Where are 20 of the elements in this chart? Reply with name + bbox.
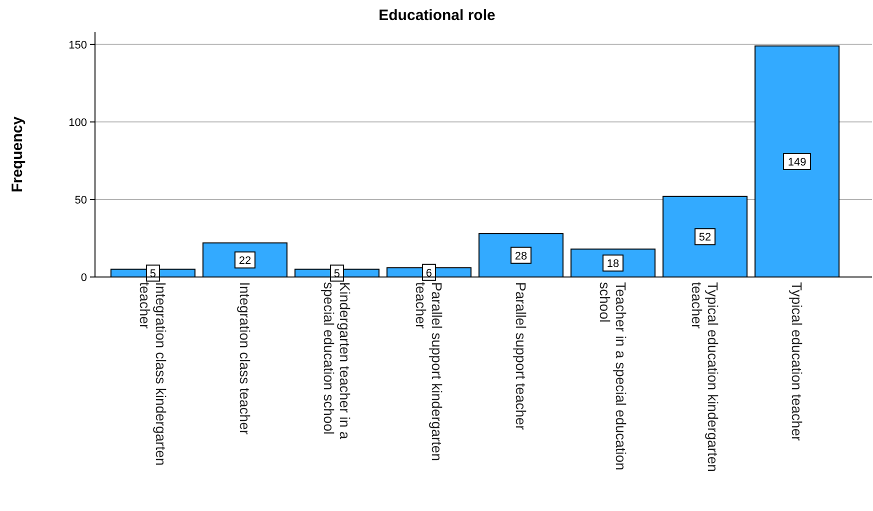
- x-tick-label: Parallel support kindergarten teacher: [412, 282, 445, 461]
- x-tick-label: Typical education teacher: [789, 282, 806, 442]
- data-label: 149: [788, 156, 806, 168]
- y-tick-label: 100: [68, 116, 87, 129]
- chart-title: Educational role: [378, 7, 496, 24]
- x-tick-label: Typical education kindergarten teacher: [689, 282, 722, 472]
- data-label: 22: [238, 254, 252, 267]
- data-label: 28: [514, 250, 528, 262]
- x-tick-label: Kindergarten teacher in a special education school: [320, 282, 353, 440]
- data-label: 52: [698, 232, 712, 244]
- x-tick-label: Parallel support teacher: [513, 282, 530, 430]
- x-tick-label: Integration class teacher: [236, 282, 253, 435]
- x-tick-label: Teacher in a special education school: [597, 282, 630, 470]
- y-tick-label: 0: [80, 272, 87, 284]
- y-tick-label: 50: [74, 194, 87, 206]
- y-tick-label: 150: [68, 39, 87, 52]
- data-label: 6: [426, 267, 432, 280]
- y-axis-title: Frequency: [9, 116, 26, 192]
- data-label: 18: [606, 258, 620, 270]
- x-tick-label: Integration class kindergarten teacher: [136, 282, 169, 466]
